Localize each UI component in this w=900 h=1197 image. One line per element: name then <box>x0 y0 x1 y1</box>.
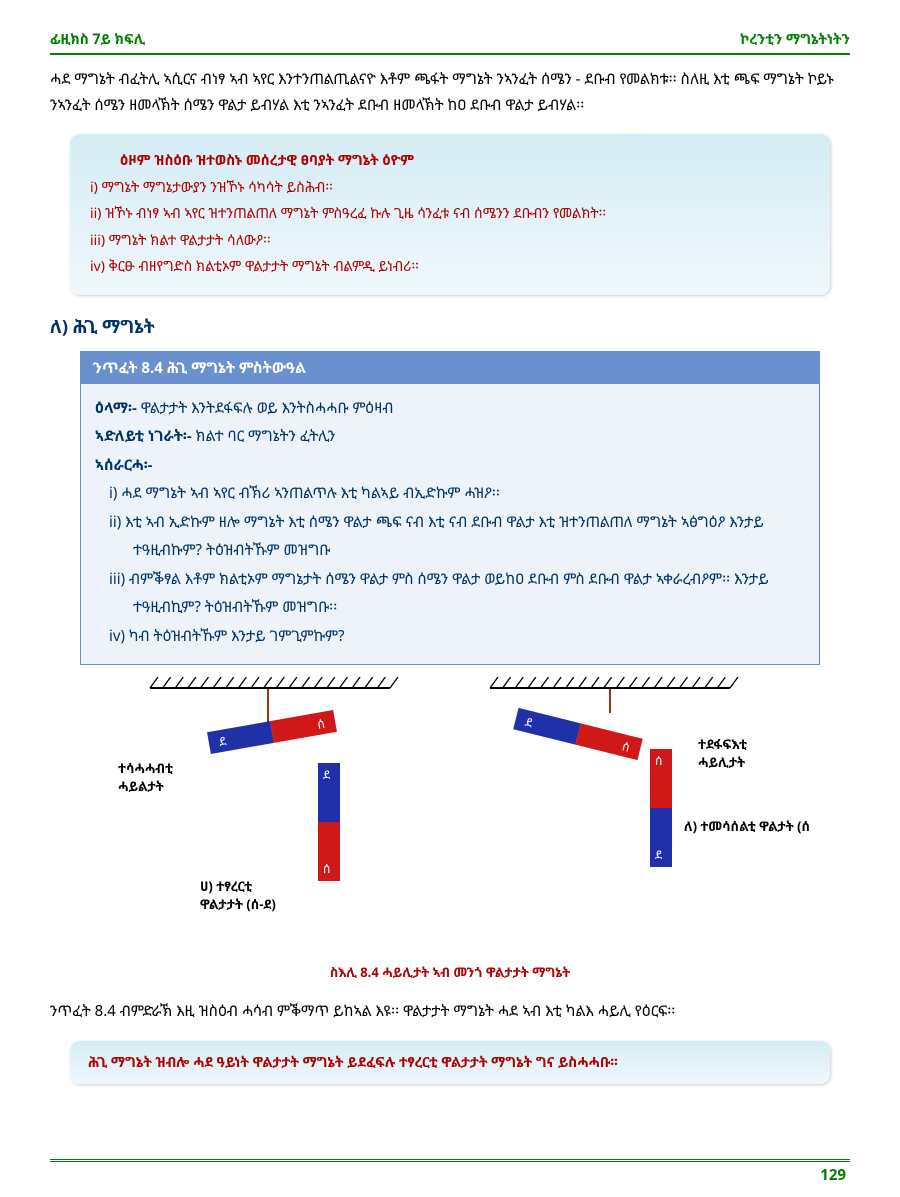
goal-text: ዋልታታት እንትደፋፍሉ ወይ እንትስሓሓቡ ምዕዛብ <box>141 398 394 418</box>
law-box: ሕጊ ማግኔት ዝብሎ ሓደ ዓይነት ዋልታታት ማግኔት ይደፈፍሉ ተፃረ… <box>70 1041 830 1084</box>
summary-title: ዕዞም ዝስዕቡ ዝተወስኑ መሰረታዊ ፀባያት ማግኔት ዕዮም <box>120 148 810 175</box>
materials-text: ክልተ ባር ማግኔትን ፈትሊን <box>196 426 336 446</box>
svg-text:ሓይልታት: ሓይልታት <box>118 777 164 795</box>
procedure-step: iv) ካብ ትዕዝብትኹም እንታይ ገምጊምኩም? <box>109 622 805 651</box>
procedure-list: i) ሓደ ማግኔት ኣብ ኣየር ብኽሪ ኣንጠልጥሉ እቲ ካልኣይ ብኢድ… <box>109 479 805 650</box>
materials-label: ኣድለይቲ ነገራት፡- <box>95 426 192 446</box>
summary-item: i) ማግኔት ማግኔታውያን ንዝኾኑ ሳካሳት ይስሕብ፡፡ <box>90 175 810 202</box>
activity-body: ዕላማ፡- ዋልታታት እንትደፋፍሉ ወይ እንትስሓሓቡ ምዕዛብ ኣድለይ… <box>81 384 819 665</box>
section-heading: ለ) ሕጊ ማግኔት <box>50 315 850 339</box>
svg-text:ሓይሊታት: ሓይሊታት <box>698 753 745 771</box>
page-number: 129 <box>820 1165 846 1185</box>
diagram-caption: ስእሊ 8.4 ሓይሊታት ኣብ መንጎ ዋልታታት ማግኔት <box>50 963 850 981</box>
procedure-step: i) ሓደ ማግኔት ኣብ ኣየር ብኽሪ ኣንጠልጥሉ እቲ ካልኣይ ብኢድ… <box>109 479 805 508</box>
footer-rule <box>50 1159 850 1163</box>
activity-box: ንጥፈት 8.4 ሕጊ ማግኔት ምስትውዓል ዕላማ፡- ዋልታታት እንትደ… <box>80 351 820 666</box>
svg-text:ሀ) ተፃረርቲ: ሀ) ተፃረርቲ <box>200 877 252 895</box>
header-left: ፊዚክስ 7ይ ክፍሊ <box>50 30 145 49</box>
svg-text:ደ: ደ <box>323 766 331 783</box>
summary-list: i) ማግኔት ማግኔታውያን ንዝኾኑ ሳካሳት ይስሕብ፡፡ ii) ዝኾኑ… <box>90 175 810 281</box>
goal-label: ዕላማ፡- <box>95 398 137 418</box>
activity-head: ንጥፈት 8.4 ሕጊ ማግኔት ምስትውዓል <box>81 352 819 384</box>
conclusion-paragraph: ንጥፈት 8.4 ብምድራኽ እዚ ዝስዕብ ሓሳብ ምቕማጥ ይከኣል እዩ፡… <box>50 999 850 1025</box>
procedure-label: ኣሰራርሓ፡- <box>95 451 805 480</box>
svg-text:ተደፋፍእቲ: ተደፋፍእቲ <box>698 735 747 753</box>
summary-item: iv) ቅርፁ ብዘየግድስ ክልቲኦም ዋልታታት ማግኔት ብልምዲ ይነብ… <box>90 254 810 281</box>
intro-paragraph: ሓደ ማግኔት ብፈትሊ ኣሲርና ብነፃ ኣብ ኣየር እንተንጠልጢልናዮ … <box>50 67 850 118</box>
svg-text:ደ: ደ <box>655 846 663 863</box>
svg-text:ተሳሓሓብቲ: ተሳሓሓብቲ <box>118 759 173 777</box>
summary-item: iii) ማግኔት ክልተ ዋልታታት ሳለውዖ፡፡ <box>90 228 810 255</box>
diagram-svg: ደሰደሰተሳሓሓብቲሓይልታትሀ) ተፃረርቲዋልታታት (ሰ-ደ)ደሰሰደተደ… <box>90 677 810 937</box>
svg-text:ለ) ተመሳሰልቲ ዋልታት (ሰ-ሰ): ለ) ተመሳሰልቲ ዋልታት (ሰ-ሰ) <box>684 817 810 835</box>
summary-item: ii) ዝኾኑ ብነፃ ኣብ ኣየር ዝተንጠልጠለ ማግኔት ምስዓረፈ ኩሉ… <box>90 201 810 228</box>
svg-text:ሰ: ሰ <box>323 860 330 877</box>
svg-text:ዋልታታት (ሰ-ደ): ዋልታታት (ሰ-ደ) <box>200 895 276 913</box>
summary-box: ዕዞም ዝስዕቡ ዝተወስኑ መሰረታዊ ፀባያት ማግኔት ዕዮም i) ማግ… <box>70 134 830 295</box>
procedure-step: ii) እቲ ኣብ ኢድኩም ዘሎ ማግኔት እቲ ሰሜን ዋልታ ጫፍ ናብ … <box>109 508 805 565</box>
procedure-step: iii) ብምቕፃል እቶም ክልቲኦም ማግኔታት ሰሜን ዋልታ ምስ ሰሜ… <box>109 565 805 622</box>
svg-text:ሰ: ሰ <box>655 752 662 769</box>
header-right: ኮረንቲን ማግኔትነትን <box>740 30 850 49</box>
magnet-diagram: ደሰደሰተሳሓሓብቲሓይልታትሀ) ተፃረርቲዋልታታት (ሰ-ደ)ደሰሰደተደ… <box>90 677 810 957</box>
page-header: ፊዚክስ 7ይ ክፍሊ ኮረንቲን ማግኔትነትን <box>50 30 850 55</box>
